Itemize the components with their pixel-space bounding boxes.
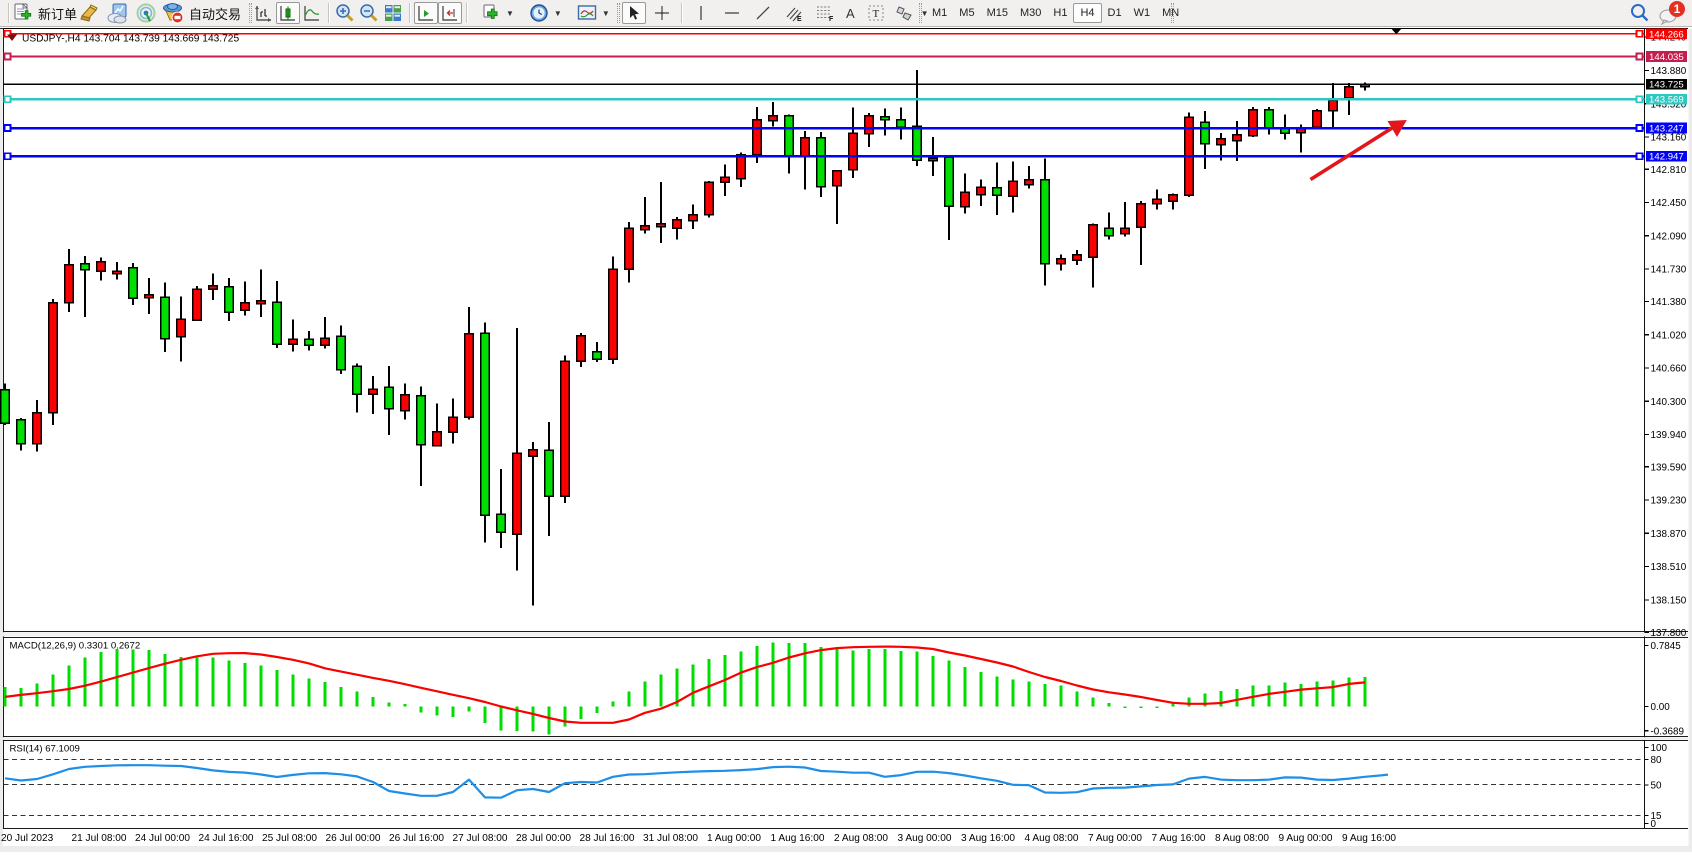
svg-text:141.730: 141.730 <box>1651 265 1687 276</box>
svg-text:E: E <box>797 16 802 23</box>
svg-text:141.020: 141.020 <box>1651 330 1687 341</box>
svg-text:137.800: 137.800 <box>1651 628 1687 639</box>
svg-text:28 Jul 16:00: 28 Jul 16:00 <box>580 833 635 844</box>
svg-text:50: 50 <box>1651 781 1662 792</box>
svg-text:9 Aug 00:00: 9 Aug 00:00 <box>1279 833 1333 844</box>
svg-text:144.266: 144.266 <box>1649 29 1684 40</box>
svg-text:-0.3689: -0.3689 <box>1651 726 1685 737</box>
svg-text:7 Aug 16:00: 7 Aug 16:00 <box>1152 833 1206 844</box>
svg-text:142.450: 142.450 <box>1651 198 1687 209</box>
svg-text:MACD(12,26,9) 0.3301 0.2672: MACD(12,26,9) 0.3301 0.2672 <box>10 640 141 651</box>
svg-text:100: 100 <box>1651 743 1668 754</box>
svg-text:139.590: 139.590 <box>1651 462 1687 473</box>
svg-text:24 Jul 00:00: 24 Jul 00:00 <box>135 833 190 844</box>
svg-text:20 Jul 2023: 20 Jul 2023 <box>1 833 54 844</box>
svg-text:140.660: 140.660 <box>1651 364 1687 375</box>
svg-text:3 Aug 00:00: 3 Aug 00:00 <box>898 833 952 844</box>
svg-text:143.725: 143.725 <box>1649 80 1684 91</box>
svg-text:0.7845: 0.7845 <box>1651 641 1682 652</box>
svg-text:139.230: 139.230 <box>1651 496 1687 507</box>
svg-text:0.00: 0.00 <box>1651 702 1671 713</box>
svg-text:143.880: 143.880 <box>1651 66 1687 77</box>
svg-text:80: 80 <box>1651 755 1662 766</box>
svg-text:7 Aug 00:00: 7 Aug 00:00 <box>1088 833 1142 844</box>
svg-text:F: F <box>829 16 834 23</box>
svg-text:139.940: 139.940 <box>1651 430 1687 441</box>
svg-text:1 Aug 00:00: 1 Aug 00:00 <box>707 833 761 844</box>
svg-text:138.150: 138.150 <box>1651 596 1687 607</box>
svg-text:140.300: 140.300 <box>1651 397 1687 408</box>
svg-text:RSI(14) 67.1009: RSI(14) 67.1009 <box>10 743 80 754</box>
svg-text:138.870: 138.870 <box>1651 529 1687 540</box>
svg-text:USDJPY-,H4 143.704 143.739 14: USDJPY-,H4 143.704 143.739 143.669 143.7… <box>22 33 239 44</box>
svg-text:21 Jul 08:00: 21 Jul 08:00 <box>72 833 127 844</box>
svg-text:28 Jul 00:00: 28 Jul 00:00 <box>516 833 571 844</box>
svg-text:143.160: 143.160 <box>1651 133 1687 144</box>
svg-text:3 Aug 16:00: 3 Aug 16:00 <box>961 833 1015 844</box>
svg-text:143.520: 143.520 <box>1651 99 1687 110</box>
svg-text:26 Jul 00:00: 26 Jul 00:00 <box>326 833 381 844</box>
svg-text:142.090: 142.090 <box>1651 231 1687 242</box>
svg-text:142.810: 142.810 <box>1651 165 1687 176</box>
svg-text:27 Jul 08:00: 27 Jul 08:00 <box>453 833 508 844</box>
svg-text:9 Aug 16:00: 9 Aug 16:00 <box>1342 833 1396 844</box>
svg-text:24 Jul 16:00: 24 Jul 16:00 <box>199 833 254 844</box>
svg-text:25 Jul 08:00: 25 Jul 08:00 <box>262 833 317 844</box>
svg-text:143.247: 143.247 <box>1649 124 1684 135</box>
svg-text:8 Aug 08:00: 8 Aug 08:00 <box>1215 833 1269 844</box>
svg-text:1 Aug 16:00: 1 Aug 16:00 <box>771 833 825 844</box>
svg-text:142.947: 142.947 <box>1649 152 1684 163</box>
svg-text:1: 1 <box>1674 2 1681 16</box>
svg-text:31 Jul 08:00: 31 Jul 08:00 <box>643 833 698 844</box>
svg-text:4 Aug 08:00: 4 Aug 08:00 <box>1025 833 1079 844</box>
svg-text:0: 0 <box>1651 819 1657 830</box>
svg-text:141.380: 141.380 <box>1651 297 1687 308</box>
svg-text:15: 15 <box>1651 811 1662 822</box>
svg-text:2 Aug 08:00: 2 Aug 08:00 <box>834 833 888 844</box>
svg-text:143.569: 143.569 <box>1649 95 1684 106</box>
svg-text:138.510: 138.510 <box>1651 562 1687 573</box>
svg-text:144.035: 144.035 <box>1649 52 1684 63</box>
svg-text:26 Jul 16:00: 26 Jul 16:00 <box>389 833 444 844</box>
svg-text:T: T <box>872 8 879 20</box>
